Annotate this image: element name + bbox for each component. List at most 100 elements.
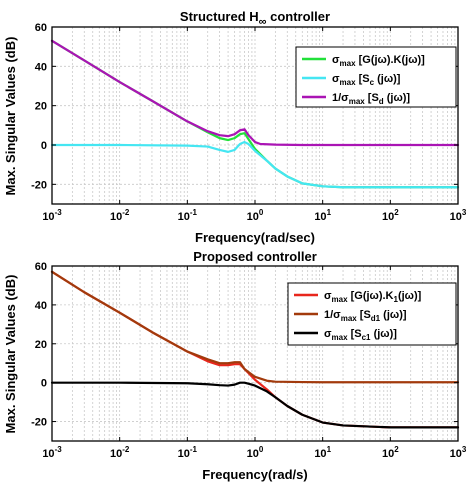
y-tick-label: 60 — [35, 22, 47, 34]
legend-label-1: σmax [G(jω).K1(jω)] — [324, 290, 422, 304]
y-tick-label: 60 — [35, 261, 47, 273]
x-tick-label: 10-1 — [178, 208, 198, 223]
series-line-3 — [50, 39, 460, 147]
series-line-3 — [50, 381, 460, 429]
x-tick-label: 101 — [314, 445, 331, 460]
x-tick-exponent: -3 — [55, 208, 63, 217]
x-tick-base: 10 — [450, 211, 462, 223]
x-tick-label: 103 — [450, 445, 467, 460]
x-tick-label: 10-2 — [110, 445, 130, 460]
y-tick-label: 0 — [41, 378, 47, 390]
legend-text-part: (jω)] — [371, 328, 398, 340]
x-tick-label: 102 — [382, 445, 399, 460]
x-tick-label: 10-2 — [110, 208, 130, 223]
x-tick-base: 10 — [247, 211, 259, 223]
legend-text-part: [S — [357, 309, 371, 321]
legend-text-part: (jω)] — [398, 290, 422, 302]
series-group — [50, 39, 460, 189]
x-tick-exponent: 1 — [327, 445, 332, 454]
legend-text-part: [S — [365, 92, 379, 104]
legend-subscript: max — [332, 333, 349, 342]
x-tick-label: 10-3 — [42, 445, 62, 460]
series-line-2 — [50, 270, 460, 384]
x-tick-base: 10 — [382, 448, 394, 460]
legend-text-part: (jω)] — [384, 92, 411, 104]
legend-label-3: σmax [Sc1 (jω)] — [324, 328, 397, 342]
legend-text-part: [G(jω).K(jω)] — [356, 54, 426, 66]
y-axis-label: Max. Singular Values (dB) — [3, 37, 18, 196]
legend-text-part: 1/σ — [324, 309, 341, 321]
legend-text-part: 1/σ — [332, 92, 349, 104]
legend-text-part: σ — [324, 328, 332, 340]
x-tick-exponent: -1 — [190, 445, 198, 454]
y-tick-label: -20 — [31, 417, 47, 429]
legend-subscript: d — [379, 97, 384, 106]
x-tick-exponent: 3 — [462, 445, 467, 454]
x-tick-exponent: -2 — [122, 208, 130, 217]
x-tick-base: 10 — [110, 448, 122, 460]
x-tick-exponent: -1 — [190, 208, 198, 217]
legend-label-2: 1/σmax [Sd1 (jω)] — [324, 309, 407, 323]
legend-text-part: [G(jω).K — [348, 290, 394, 302]
legend-text-part: (jω)] — [374, 73, 401, 85]
x-tick-exponent: 0 — [259, 208, 264, 217]
chart-title: Proposed controller — [193, 249, 317, 264]
x-tick-base: 10 — [382, 211, 394, 223]
x-tick-exponent: 2 — [394, 208, 399, 217]
x-tick-exponent: 3 — [462, 208, 467, 217]
x-tick-base: 10 — [110, 211, 122, 223]
legend-text-part: σ — [324, 290, 332, 302]
x-tick-exponent: 2 — [394, 445, 399, 454]
chart-title: Structured H∞ controller — [180, 9, 330, 28]
x-tick-base: 10 — [42, 448, 54, 460]
y-tick-label: -20 — [31, 179, 47, 191]
x-tick-label: 102 — [382, 208, 399, 223]
legend-subscript: c — [370, 78, 375, 87]
x-axis-label: Frequency(rad/s) — [202, 467, 307, 482]
x-tick-base: 10 — [450, 448, 462, 460]
y-tick-label: 40 — [35, 61, 47, 73]
legend-label-3: 1/σmax [Sd (jω)] — [332, 92, 410, 106]
legend-subscript: max — [332, 295, 349, 304]
x-tick-label: 103 — [450, 208, 467, 223]
chart-title-main: Proposed controller — [193, 249, 317, 264]
x-tick-label: 101 — [314, 208, 331, 223]
legend-subscript: max — [341, 314, 358, 323]
legend: σmax [G(jω).K1(jω)]1/σmax [Sd1 (jω)]σmax… — [287, 282, 457, 346]
chart-title-main: Structured H — [180, 9, 259, 24]
x-tick-exponent: -3 — [55, 445, 63, 454]
legend-text-part: [S — [348, 328, 362, 340]
x-tick-label: 100 — [247, 445, 264, 460]
x-axis-label: Frequency(rad/sec) — [195, 230, 315, 245]
y-tick-label: 40 — [35, 300, 47, 312]
x-tick-base: 10 — [314, 448, 326, 460]
legend-text-part: [S — [356, 73, 370, 85]
x-tick-exponent: -2 — [122, 445, 130, 454]
x-tick-base: 10 — [42, 211, 54, 223]
legend-subscript: 1 — [394, 295, 399, 304]
legend-subscript: d1 — [371, 314, 381, 323]
x-tick-exponent: 0 — [259, 445, 264, 454]
x-tick-base: 10 — [314, 211, 326, 223]
legend-subscript: max — [349, 97, 366, 106]
chart-title-rest: controller — [267, 9, 331, 24]
legend-subscript: max — [340, 59, 357, 68]
x-tick-base: 10 — [178, 448, 190, 460]
legend-label-2: σmax [Sc (jω)] — [332, 73, 401, 87]
legend-text-part: (jω)] — [380, 309, 407, 321]
x-tick-label: 100 — [247, 208, 264, 223]
y-tick-label: 20 — [35, 339, 47, 351]
legend-label-1: σmax [G(jω).K(jω)] — [332, 54, 425, 68]
legend-text-part: σ — [332, 54, 340, 66]
chart-title-subscript: ∞ — [259, 16, 267, 28]
x-tick-base: 10 — [247, 448, 259, 460]
y-tick-label: 20 — [35, 101, 47, 113]
legend-subscript: c1 — [362, 333, 371, 342]
legend-subscript: max — [340, 78, 357, 87]
legend: σmax [G(jω).K(jω)]σmax [Sc (jω)]1/σmax [… — [295, 46, 457, 108]
x-tick-label: 10-1 — [178, 445, 198, 460]
series-group — [50, 270, 460, 429]
